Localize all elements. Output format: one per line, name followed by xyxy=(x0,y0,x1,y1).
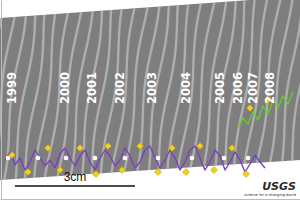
x-axis xyxy=(1,199,300,200)
x-axis-line xyxy=(1,199,300,200)
marker-diamond xyxy=(118,167,125,174)
year-label: 1999 xyxy=(5,72,19,104)
growth-band xyxy=(175,0,201,200)
marker-diamond xyxy=(210,167,217,174)
marker-circle xyxy=(222,156,227,161)
marker-diamond xyxy=(56,167,63,174)
marker-circle xyxy=(190,156,195,161)
scale-bar-label: 3cm xyxy=(64,170,87,184)
y-axis-line xyxy=(1,1,2,200)
logo-subtitle: science for a changing world xyxy=(244,193,296,197)
growth-band xyxy=(196,0,226,200)
year-label: 2002 xyxy=(113,72,127,104)
chart-container: 1999 2000 2001 2002 2003 2004 2005 200620072008… xyxy=(0,0,300,200)
growth-band xyxy=(109,0,137,200)
marker-diamond xyxy=(76,145,83,152)
growth-band xyxy=(131,0,160,200)
series-line xyxy=(5,146,265,172)
marker-diamond xyxy=(246,105,253,112)
year-label: 2006 xyxy=(231,72,245,104)
marker-circle xyxy=(64,156,69,161)
logo-title: USGS xyxy=(262,180,296,193)
marker-circle xyxy=(6,156,11,161)
marker-diamond xyxy=(168,145,175,152)
scale-bar xyxy=(15,185,135,187)
marker-diamond xyxy=(92,171,99,178)
coral-slab xyxy=(0,0,300,200)
year-label: 2004 xyxy=(179,72,193,104)
marker-diamond xyxy=(104,143,111,150)
year-label: 2000 xyxy=(58,72,72,104)
marker-diamond xyxy=(24,169,31,176)
marker-diamond xyxy=(242,171,249,178)
year-label: 2005 xyxy=(213,72,227,104)
coral-base xyxy=(0,0,300,200)
marker-circle xyxy=(123,156,128,161)
chart-svg: 1999 2000 2001 2002 2003 2004 2005 200620072008… xyxy=(0,0,300,200)
marker-circle xyxy=(156,156,161,161)
marker-circle xyxy=(246,156,251,161)
marker-diamond xyxy=(154,169,161,176)
marker-diamond xyxy=(136,143,143,150)
marker-circle xyxy=(36,156,41,161)
marker-diamond xyxy=(196,143,203,150)
growth-band xyxy=(299,0,300,200)
year-label: 2007 xyxy=(246,72,260,104)
y-axis xyxy=(1,1,2,200)
year-label: 2008 xyxy=(263,72,277,104)
marker-diamond xyxy=(228,145,235,152)
year-label: 2003 xyxy=(145,72,159,104)
year-label: 2001 xyxy=(85,72,99,104)
background xyxy=(0,0,300,200)
marker-circle xyxy=(93,156,98,161)
marker-diamond xyxy=(44,145,51,152)
marker-diamond xyxy=(182,169,189,176)
growth-band xyxy=(262,0,293,200)
